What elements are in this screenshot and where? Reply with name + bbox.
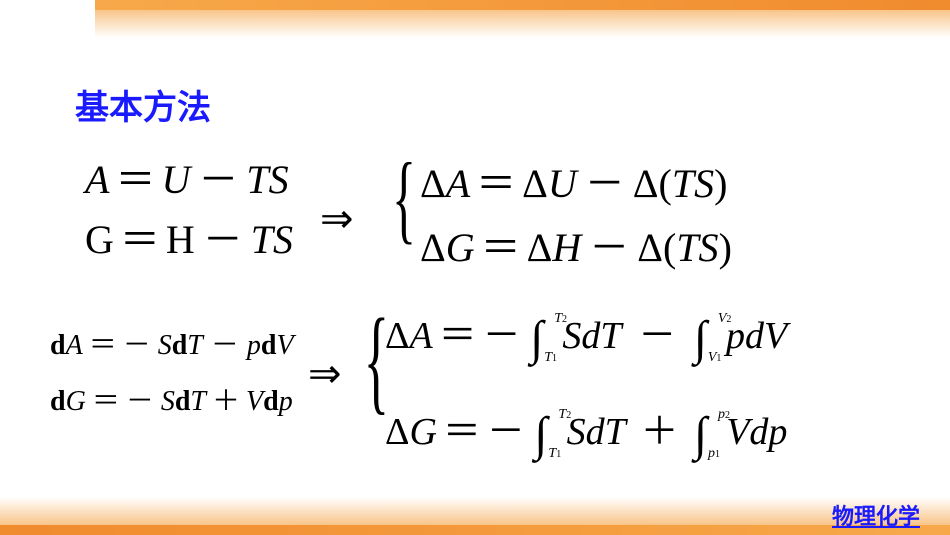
eq-deltaG: ΔG＝ΔH－Δ(TS)	[420, 216, 732, 280]
integral-T-icon: ∫ T1 T2	[530, 315, 543, 364]
eq-deltaA: ΔA＝ΔU－Δ(TS)	[420, 152, 732, 216]
implies-arrow-2: ⇒	[308, 350, 342, 397]
implies-arrow-1: ⇒	[320, 195, 354, 242]
integral-V-icon: ∫ V1 V2	[694, 315, 707, 364]
definitions-left: A＝U－TS G＝H－TS	[85, 150, 293, 270]
bottom-accent-border	[0, 497, 950, 535]
integral-p-icon: ∫ p1 p2	[694, 411, 707, 460]
differentials-left: dA＝－ SdT－pdV dG＝－ SdT＋Vdp	[50, 318, 294, 430]
eq-dG: dG＝－ SdT＋Vdp	[50, 374, 294, 430]
integral-T2-icon: ∫ T1 T2	[534, 411, 547, 460]
eq-deltaA-integral: ΔA＝－ ∫ T1 T2 SdT － ∫ V1 V2 pdV	[385, 304, 787, 364]
eq-deltaG-integral: ΔG＝－ ∫ T1 T2 SdT ＋ ∫ p1 p2 Vdp	[385, 400, 787, 460]
eq-G-def: G＝H－TS	[85, 210, 293, 270]
eq-A-def: A＝U－TS	[85, 150, 293, 210]
definitions-right: ΔA＝ΔU－Δ(TS) ΔG＝ΔH－Δ(TS)	[420, 152, 732, 280]
page-title: 基本方法	[75, 80, 211, 129]
footer-label: 物理化学	[832, 499, 920, 531]
top-accent-border	[0, 0, 950, 38]
brace-1: {	[392, 140, 416, 255]
eq-dA: dA＝－ SdT－pdV	[50, 318, 294, 374]
